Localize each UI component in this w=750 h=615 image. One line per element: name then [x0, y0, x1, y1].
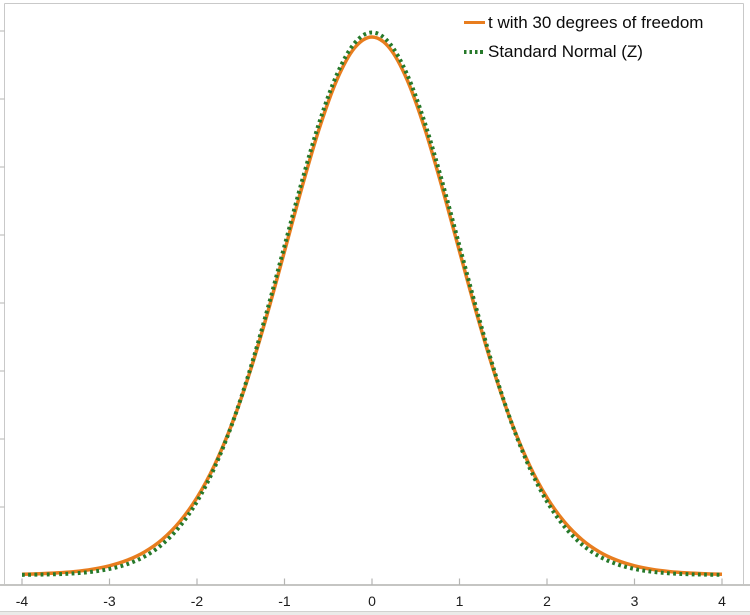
plot-frame	[4, 3, 744, 584]
t-line-swatch-icon	[464, 20, 485, 25]
legend-item-normal[interactable]: Standard Normal (Z)	[464, 37, 703, 66]
window-bottom-edge	[0, 611, 750, 615]
x-tick-label: 0	[368, 593, 376, 609]
x-tick-label: 2	[543, 593, 551, 609]
legend-item-t[interactable]: t with 30 degrees of freedom	[464, 8, 703, 37]
x-tick-label: 4	[718, 593, 726, 609]
x-tick-label: -1	[278, 593, 291, 609]
legend-label-normal: Standard Normal (Z)	[488, 41, 643, 61]
x-tick-label: 3	[631, 593, 639, 609]
legend-label-t: t with 30 degrees of freedom	[488, 12, 704, 32]
normal-dotted-swatch-icon	[464, 49, 485, 54]
x-tick-label: -4	[16, 593, 29, 609]
y-ticks	[0, 30, 5, 508]
x-tick-label: -3	[103, 593, 116, 609]
legend: t with 30 degrees of freedom Standard No…	[464, 8, 703, 66]
x-tick-label: -2	[191, 593, 204, 609]
normal-curve[interactable]	[21, 30, 723, 577]
x-ticks	[21, 578, 723, 585]
x-tick-labels: -4 -3 -2 -1 0 1 2 3 4	[16, 593, 726, 609]
t-curve[interactable]	[21, 35, 723, 577]
x-tick-label: 1	[456, 593, 464, 609]
